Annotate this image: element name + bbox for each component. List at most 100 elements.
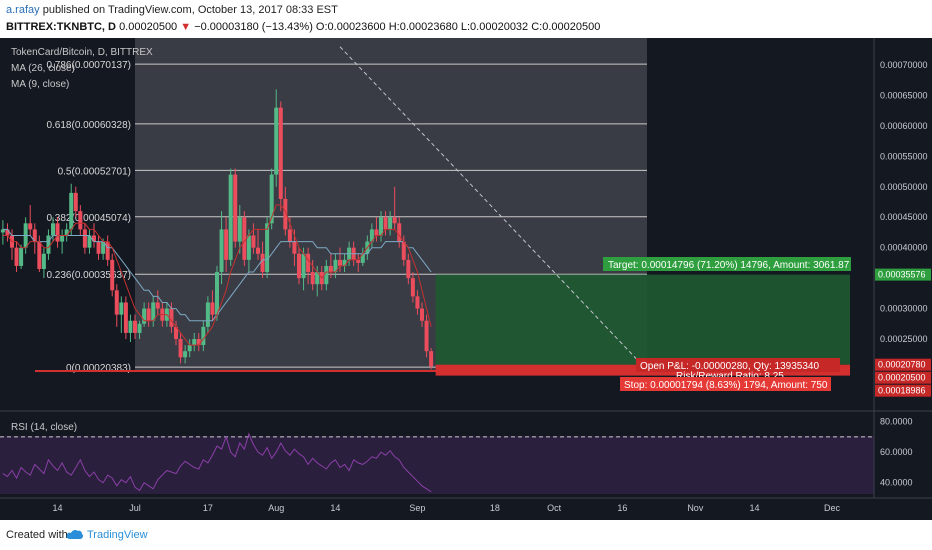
rsi-legend: RSI (14, close) (11, 422, 77, 433)
fib-label-0.236: 0.236(0.00035637) (46, 270, 131, 281)
candle-body (379, 217, 383, 236)
rsi-tick-label: 60.0000 (880, 447, 913, 457)
candle-body (187, 345, 192, 352)
time-tick-label: Nov (687, 503, 704, 513)
price-tick-label: 0.00040000 (880, 243, 928, 253)
candle-body (123, 302, 128, 333)
candle-body (110, 259, 115, 291)
candle-body (128, 320, 133, 333)
time-tick-label: 17 (203, 503, 213, 513)
last-price: 0.00020500 (119, 21, 178, 33)
candle-body (283, 198, 288, 230)
candle-body (388, 217, 393, 230)
candle-body (401, 241, 406, 260)
price-axis[interactable]: 0.00070000 0.00065000 0.00060000 0.00055000… (880, 60, 928, 344)
candle-body (51, 223, 55, 236)
time-tick-label: 18 (490, 503, 500, 513)
trendline[interactable] (339, 46, 642, 364)
candle-body (41, 253, 46, 269)
target-zone[interactable] (435, 274, 850, 365)
time-axis[interactable]: 14 Jul 17 Aug 14 Sep 18 Oct 16 Nov 14 Dec (53, 503, 841, 513)
candle-body (69, 192, 74, 230)
price-tick-label: 0.00025000 (880, 334, 928, 344)
candle-body (228, 174, 233, 260)
candle-body (410, 278, 415, 297)
chart-canvas[interactable]: 0.786(0.00070137) 0.618(0.00060328) 0.5(0.… (0, 38, 932, 520)
price-marker-text: 0.00018986 (878, 386, 926, 396)
candle-body (215, 272, 219, 315)
time-tick-label: Dec (824, 503, 841, 513)
fib-label-0.786: 0.786(0.00070137) (46, 60, 131, 71)
fib-label-0.382: 0.382(0.00045074) (46, 213, 131, 224)
candle-body (196, 339, 201, 346)
rr-text: Risk/Reward Ratio: 8.25 (676, 371, 784, 382)
candle-body (151, 302, 156, 321)
candle-body (219, 229, 224, 273)
candle-body (338, 259, 342, 266)
candle-body (328, 265, 333, 273)
ohlc-values: O:0.00023600 H:0.00023680 L:0.00020032 C… (315, 21, 601, 33)
target-label[interactable]: Target: 0.00014796 (71.20%) 14796, Amoun… (603, 257, 851, 271)
candle-body (46, 235, 51, 254)
legend-ma26: MA (26, close) (11, 63, 75, 74)
candle-body (269, 174, 274, 224)
symbol-name: BITTREX:TKNBTC, D (6, 21, 116, 33)
price-tick-label: 0.00055000 (880, 151, 928, 161)
rsi-tick-label: 40.0000 (880, 478, 913, 488)
price-tick-label: 0.00070000 (880, 60, 928, 70)
pnl-text: Open P&L: -0.00000280, Qty: 13935340 (640, 361, 819, 372)
time-tick-label: Sep (409, 503, 425, 513)
candle-body (342, 259, 347, 266)
candle-body (392, 217, 397, 224)
time-tick-label: 14 (750, 503, 760, 513)
pnl-label[interactable]: Open P&L: -0.00000280, Qty: 13935340 (636, 358, 840, 372)
footer: Created with TradingView (0, 520, 932, 550)
time-tick-label: Jul (129, 503, 141, 513)
candle-body (55, 223, 60, 242)
price-marker-box (875, 384, 931, 397)
candle-body (278, 107, 283, 199)
candle-body (251, 235, 256, 248)
candle-body (101, 241, 106, 254)
candle-body (397, 223, 402, 242)
price-tick-label: 0.00050000 (880, 182, 928, 192)
time-tick-label: Aug (268, 503, 284, 513)
candle-body (242, 217, 247, 260)
candle-body (301, 253, 306, 279)
candle-body (92, 235, 96, 242)
price-change: −0.00003180 (−13.43%) (194, 21, 313, 33)
tradingview-brand[interactable]: TradingView (87, 529, 148, 541)
price-tick-label: 0.00045000 (880, 212, 928, 222)
candle-body (274, 107, 279, 175)
candle-body (315, 272, 320, 285)
candle-body (256, 247, 260, 254)
candle-body (119, 302, 124, 315)
candle-body (292, 241, 297, 254)
rsi-band (0, 436, 874, 494)
target-text: Target: 0.00014796 (71.20%) 14796, Amoun… (608, 260, 850, 271)
candle-body (429, 351, 434, 367)
candle-body (297, 253, 301, 279)
price-marker-text: 0.00035576 (878, 270, 926, 280)
ma9-line (2, 204, 432, 346)
time-tick-label: Oct (547, 503, 562, 513)
candle-body (82, 229, 87, 248)
stop-label[interactable]: Stop: 0.00001794 (8.63%) 1794, Amount: 7… (620, 377, 831, 391)
rsi-tick-label: 80.0000 (880, 417, 913, 427)
time-tick-label: 14 (53, 503, 63, 513)
candle-body (146, 308, 151, 321)
candle-body (5, 229, 10, 236)
candle-body (306, 253, 311, 273)
candle-body (246, 235, 251, 260)
candle-body (19, 247, 24, 266)
author-link[interactable]: a.rafay (6, 4, 40, 16)
rsi-line (2, 432, 432, 493)
candle-body (96, 241, 101, 254)
symbol-line: BITTREX:TKNBTC, D 0.00020500 ▼ −0.000031… (6, 21, 600, 33)
candle-body (415, 296, 420, 309)
candle-body (201, 326, 206, 346)
fib-label-0.5: 0.5(0.00052701) (58, 166, 131, 177)
price-marker-box (875, 371, 931, 384)
candle-body (237, 217, 242, 242)
price-marker-box (875, 268, 931, 281)
